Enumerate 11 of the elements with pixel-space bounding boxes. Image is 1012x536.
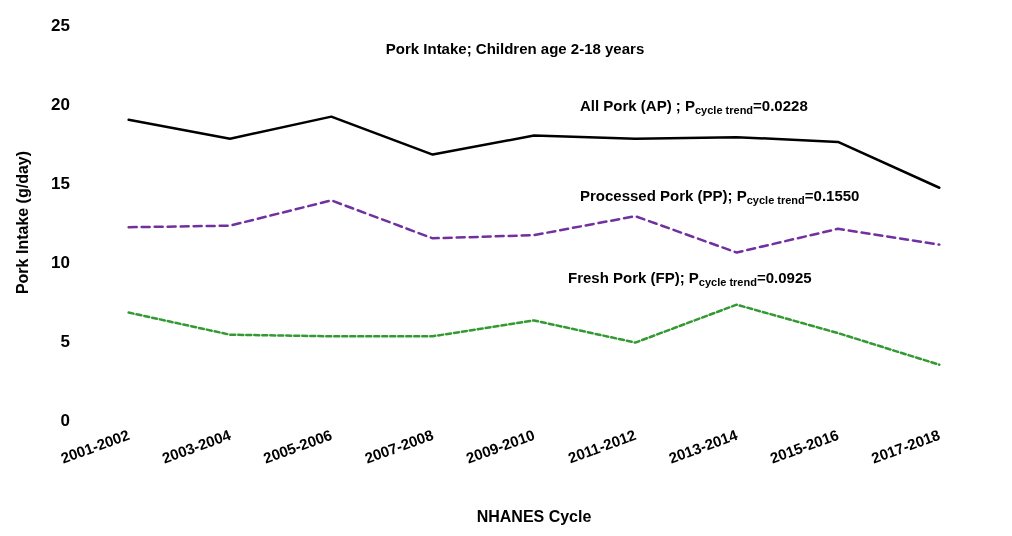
y-tick-label: 25 [51, 15, 70, 35]
text: Pork Intake; Children age 2-18 years [385, 40, 645, 57]
y-tick-label: 5 [60, 331, 70, 351]
y-tick-label: 10 [51, 252, 70, 272]
y-axis-title: Pork Intake (g/day) [13, 150, 31, 295]
x-axis-title: NHANES Cycle [476, 507, 592, 525]
line-series [127, 115, 941, 189]
line-series [127, 303, 941, 366]
y-tick-label: 20 [51, 94, 70, 114]
y-tick-label: 15 [51, 173, 70, 193]
y-tick-label: 0 [60, 410, 70, 430]
